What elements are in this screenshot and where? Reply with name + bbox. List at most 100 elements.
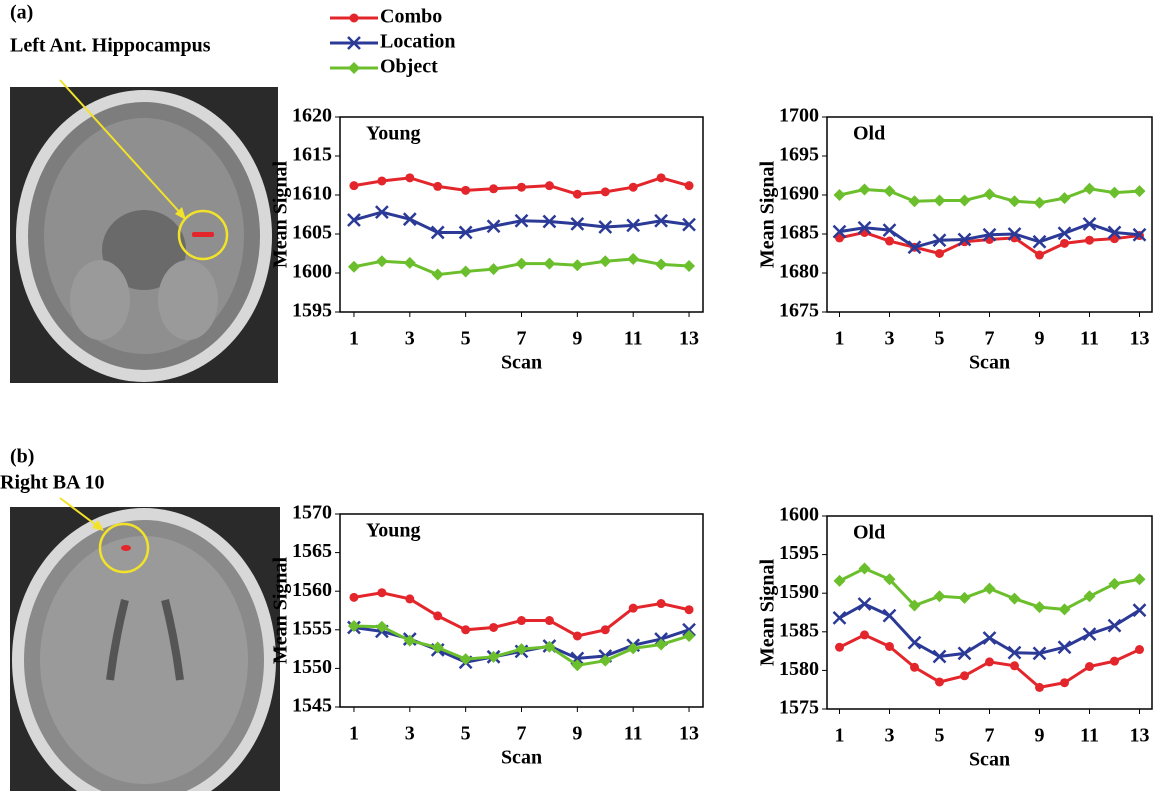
data-point (1059, 192, 1071, 204)
data-point (1060, 678, 1069, 687)
data-point (601, 625, 610, 634)
data-point (1134, 573, 1146, 585)
data-point (1085, 662, 1094, 671)
panel-label: (a) (10, 2, 33, 24)
x-tick-label: 5 (935, 725, 945, 747)
y-axis-label: Mean Signal (757, 558, 779, 666)
data-point (489, 184, 498, 193)
data-point (984, 188, 996, 200)
x-tick-label: 5 (461, 723, 471, 745)
x-axis-label: Scan (969, 352, 1010, 374)
data-point (545, 181, 554, 190)
data-point (835, 643, 844, 652)
data-point (461, 625, 470, 634)
data-point (885, 237, 894, 246)
x-tick-label: 5 (461, 328, 471, 350)
y-tick-label: 1585 (779, 619, 819, 641)
x-tick-label: 9 (572, 723, 582, 745)
x-tick-label: 7 (985, 725, 995, 747)
y-tick-label: 1680 (779, 261, 819, 283)
data-point (657, 173, 666, 182)
y-tick-label: 1545 (292, 695, 332, 717)
data-point (934, 194, 946, 206)
y-tick-label: 1560 (292, 579, 332, 601)
data-point (545, 616, 554, 625)
brain-image-a (10, 80, 278, 383)
data-point (935, 677, 944, 686)
data-point (349, 181, 358, 190)
x-tick-label: 1 (835, 725, 845, 747)
y-axis-label: Mean Signal (270, 556, 292, 664)
data-point (1059, 603, 1071, 615)
x-tick-label: 7 (517, 723, 527, 745)
y-tick-label: 1620 (292, 105, 332, 127)
data-point (985, 657, 994, 666)
data-point (1009, 195, 1021, 207)
legend-label: Object (380, 56, 438, 78)
y-tick-label: 1690 (779, 183, 819, 205)
chart-title: Young (366, 123, 420, 145)
data-point (834, 189, 846, 201)
data-point (884, 185, 896, 197)
data-point (1135, 645, 1144, 654)
x-axis-label: Scan (501, 747, 542, 769)
brain-image-b (10, 498, 280, 791)
y-tick-label: 1610 (292, 183, 332, 205)
plot-frame (827, 117, 1152, 312)
data-point (1034, 601, 1046, 613)
y-tick-label: 1550 (292, 656, 332, 678)
y-tick-label: 1605 (292, 222, 332, 244)
data-point (655, 258, 667, 270)
x-tick-label: 13 (1130, 328, 1150, 350)
data-point (573, 631, 582, 640)
data-point (405, 173, 414, 182)
data-point (349, 593, 358, 602)
y-tick-label: 1695 (779, 144, 819, 166)
data-point (601, 187, 610, 196)
x-tick-label: 13 (679, 328, 699, 350)
y-tick-label: 1615 (292, 144, 332, 166)
data-point (685, 605, 694, 614)
data-point (834, 575, 846, 587)
data-point (960, 671, 969, 680)
plot-frame (340, 514, 703, 707)
y-tick-label: 1570 (292, 502, 332, 524)
x-tick-label: 5 (935, 328, 945, 350)
data-point (517, 616, 526, 625)
data-point (935, 249, 944, 258)
data-point (433, 182, 442, 191)
data-point (627, 253, 639, 265)
data-point (460, 653, 472, 665)
x-tick-label: 1 (835, 328, 845, 350)
x-tick-label: 1 (349, 723, 359, 745)
data-point (1134, 604, 1146, 616)
y-axis-label: Mean Signal (270, 160, 292, 268)
x-tick-label: 1 (349, 328, 359, 350)
data-point (377, 176, 386, 185)
data-point (1085, 236, 1094, 245)
x-tick-label: 11 (624, 328, 643, 350)
data-point (859, 598, 871, 610)
y-tick-label: 1580 (779, 658, 819, 680)
y-tick-label: 1595 (779, 542, 819, 564)
data-point (984, 583, 996, 595)
x-tick-label: 9 (572, 328, 582, 350)
x-tick-label: 13 (679, 723, 699, 745)
data-point (629, 604, 638, 613)
data-point (516, 258, 528, 270)
region-label: Right BA 10 (0, 472, 104, 494)
data-point (460, 265, 472, 277)
y-tick-label: 1600 (292, 261, 332, 283)
data-point (573, 190, 582, 199)
x-tick-label: 7 (985, 328, 995, 350)
x-tick-label: 3 (885, 328, 895, 350)
data-point (683, 260, 695, 272)
figure: (a) Left Ant. Hippocampus (b) Right BA 1… (0, 0, 1164, 791)
data-point (1035, 251, 1044, 260)
data-point (376, 255, 388, 267)
legend-label: Combo (380, 6, 442, 28)
plot-frame (827, 516, 1152, 709)
data-point (433, 611, 442, 620)
x-tick-label: 9 (1035, 328, 1045, 350)
